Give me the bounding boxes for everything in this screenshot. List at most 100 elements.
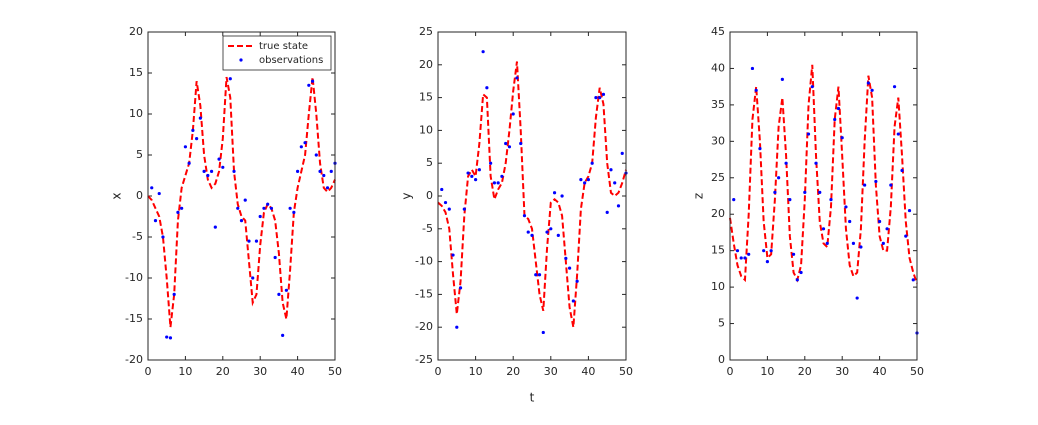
observation-point (758, 147, 762, 151)
y-tick-label: -25 (415, 353, 433, 366)
legend-label: observations (259, 55, 323, 66)
observation-point (806, 132, 811, 136)
observation-point (161, 235, 165, 239)
observation-point (803, 190, 807, 194)
observation-point (239, 219, 244, 223)
observation-point (836, 106, 841, 111)
observation-point (165, 335, 169, 339)
observation-point (466, 171, 470, 175)
y-tick-label: 25 (419, 25, 433, 38)
observation-point (777, 176, 781, 180)
observation-point (303, 141, 307, 145)
observation-point (511, 112, 515, 116)
legend-label: true state (259, 41, 308, 52)
observation-point (292, 210, 296, 214)
observation-point (187, 161, 191, 165)
observation-point (504, 141, 508, 146)
observation-point (455, 325, 459, 329)
observation-point (198, 116, 202, 120)
observation-point (848, 219, 852, 224)
x-tick-label: 50 (619, 365, 633, 378)
observation-point (907, 208, 912, 213)
observation-point (866, 81, 870, 85)
y-tick-label: 15 (711, 244, 725, 257)
y-tick-label: -10 (125, 271, 143, 284)
observation-point (153, 219, 158, 223)
legend-marker (239, 58, 243, 62)
observation-point (613, 181, 617, 185)
observation-point (616, 204, 621, 208)
observation-point (732, 198, 736, 202)
x-tick-label: 40 (291, 365, 305, 378)
observation-point (583, 181, 587, 185)
x-tick-label: 0 (727, 365, 734, 378)
observation-point (840, 136, 844, 140)
x-tick-label: 40 (581, 365, 595, 378)
observation-point (594, 96, 598, 100)
axes-box (147, 31, 336, 361)
observation-point (799, 270, 803, 275)
observation-point (262, 206, 266, 210)
x-axis-label: t (530, 391, 535, 405)
x-tick-label: 30 (253, 365, 267, 378)
x-tick-label: 20 (506, 365, 520, 378)
plot-area (730, 32, 917, 360)
observation-point (598, 96, 602, 100)
y-tick-label: 0 (426, 189, 433, 202)
observation-point (150, 186, 154, 190)
observation-point (296, 169, 300, 173)
observation-point (784, 161, 788, 165)
x-tick-label: 50 (328, 365, 342, 378)
observation-point (765, 260, 770, 264)
observation-point (247, 239, 251, 243)
observation-point (545, 230, 549, 234)
x-tick-label: 40 (873, 365, 887, 378)
observation-point (863, 183, 867, 187)
observation-point (447, 207, 451, 211)
observation-point (288, 206, 292, 210)
observation-point (269, 206, 274, 210)
observation-point (519, 141, 523, 146)
y-tick-label: 45 (711, 25, 725, 38)
state-line (729, 64, 918, 284)
observation-point (609, 168, 613, 172)
observation-point (892, 85, 897, 89)
observation-point (773, 190, 777, 194)
observation-point (507, 145, 512, 149)
observation-point (277, 292, 281, 296)
y-tick-label: 0 (718, 353, 725, 366)
x-tick-label: 10 (760, 365, 774, 378)
observation-point (735, 249, 740, 253)
observation-point (191, 128, 195, 132)
observation-point (754, 88, 758, 92)
observation-point (522, 214, 527, 218)
y-tick-label: 20 (129, 25, 143, 38)
y-tick-label: -5 (422, 222, 433, 235)
observation-point (530, 233, 534, 237)
observation-point (329, 169, 333, 173)
observation-point (474, 178, 478, 182)
y-tick-label: 5 (426, 156, 433, 169)
observation-point (492, 181, 496, 185)
observation-point (605, 210, 609, 214)
x-tick-label: 50 (910, 365, 924, 378)
x-tick-label: 10 (469, 365, 483, 378)
observation-point (878, 219, 882, 224)
observation-point (825, 241, 829, 245)
observation-point (556, 233, 560, 237)
observation-point (485, 86, 489, 90)
observation-point (549, 227, 553, 231)
observation-point (273, 255, 277, 260)
observation-point (477, 168, 481, 172)
observation-point (881, 241, 885, 245)
observation-point (202, 169, 206, 173)
y-axis-label: x (110, 192, 124, 199)
observation-point (209, 169, 214, 173)
observation-point (571, 299, 575, 303)
y-tick-label: -20 (125, 353, 143, 366)
y-tick-label: 10 (711, 280, 725, 293)
x-tick-label: 0 (435, 365, 442, 378)
observation-point (481, 50, 485, 54)
y-tick-label: 10 (419, 123, 433, 136)
observation-point (500, 174, 504, 178)
